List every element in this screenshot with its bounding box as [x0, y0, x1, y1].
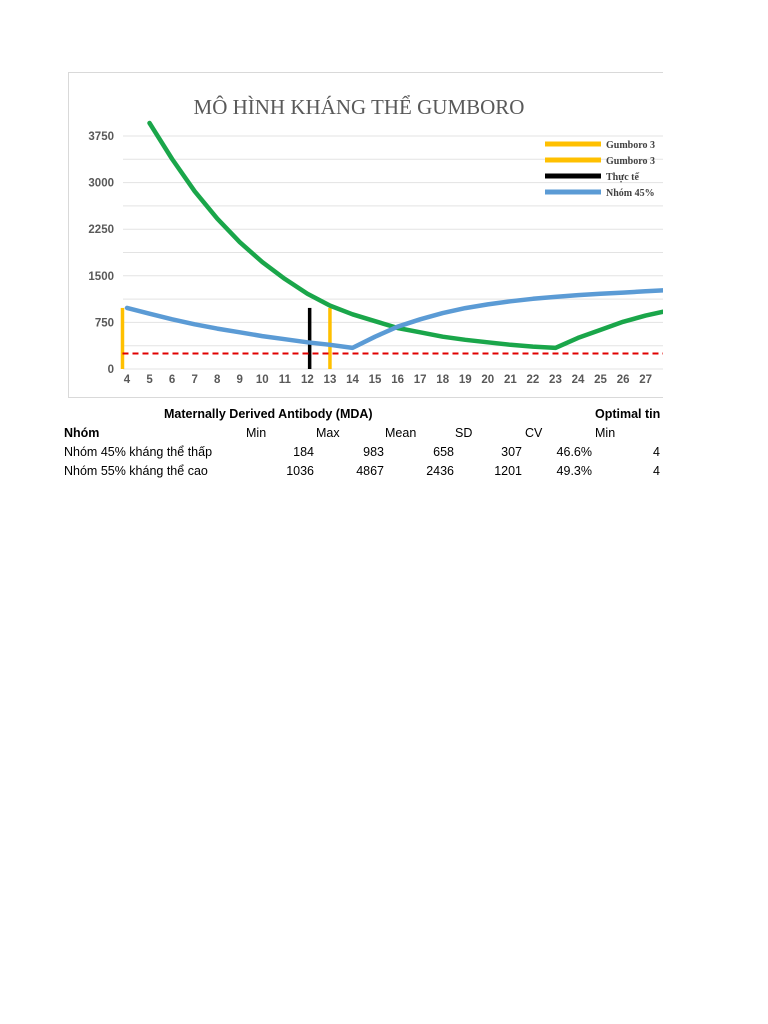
row2-group: Nhóm 55% kháng thể cao: [64, 464, 208, 478]
y-tick-label: 2250: [88, 224, 114, 236]
legend-label: Gumboro 3: [606, 140, 655, 151]
y-tick-label: 0: [108, 364, 114, 376]
x-tick-label: 27: [639, 374, 652, 386]
header-group: Nhóm: [64, 426, 100, 440]
header-min: Min: [246, 426, 267, 440]
x-tick-label: 12: [301, 374, 314, 386]
row2-max: 4867: [356, 464, 384, 478]
row1-min: 184: [293, 445, 314, 459]
table-title-optimal: Optimal tin: [595, 407, 661, 421]
x-tick-label: 16: [391, 374, 404, 386]
x-tick-label: 23: [549, 374, 562, 386]
y-tick-label: 3750: [88, 131, 114, 143]
x-tick-label: 22: [527, 374, 540, 386]
row2-cv: 49.3%: [556, 464, 592, 478]
x-tick-label: 24: [572, 374, 585, 386]
legend-label: Nhóm 45%: [606, 188, 655, 199]
row1-sd: 307: [501, 445, 522, 459]
header-cv: CV: [525, 426, 543, 440]
legend-label: Thực tế: [606, 172, 640, 183]
row2-sd: 1201: [494, 464, 522, 478]
x-tick-label: 8: [214, 374, 221, 386]
x-tick-label: 9: [237, 374, 243, 386]
x-tick-label: 4: [124, 374, 131, 386]
x-tick-label: 21: [504, 374, 517, 386]
x-tick-label: 18: [436, 374, 449, 386]
header-mean: Mean: [385, 426, 417, 440]
row1-max: 983: [363, 445, 384, 459]
series-line-nhom-45: [124, 288, 665, 351]
x-tick-label: 10: [256, 374, 269, 386]
row2-min: 1036: [286, 464, 314, 478]
row1-mean: 658: [433, 445, 454, 459]
chart-legend: Gumboro 3 Gumboro 3 Thực tế Nhóm 45%: [545, 140, 655, 199]
page-clip: [663, 0, 768, 1024]
row1-optimal: 4: [653, 445, 660, 459]
x-tick-label: 17: [414, 374, 427, 386]
x-tick-label: 25: [594, 374, 607, 386]
table-title: Maternally Derived Antibody (MDA): [164, 407, 373, 421]
header-max: Max: [316, 426, 340, 440]
x-tick-label: 6: [169, 374, 175, 386]
x-tick-label: 11: [279, 374, 292, 386]
row1-cv: 46.6%: [556, 445, 592, 459]
gumboro-chart: 0 750 1500 2250 3000 3750 4 5 6 7 8 9 10 11 12 13 14 15 16…: [88, 95, 665, 386]
x-tick-label: 19: [459, 374, 472, 386]
y-tick-label: 3000: [88, 178, 114, 190]
header-min-optimal: Min: [595, 426, 616, 440]
series-line-nhom-55: [147, 120, 665, 351]
legend-label: Gumboro 3: [606, 156, 655, 167]
chart-title: MÔ HÌNH KHÁNG THỂ GUMBORO: [194, 95, 525, 119]
row2-optimal: 4: [653, 464, 660, 478]
x-tick-label: 14: [346, 374, 359, 386]
x-tick-label: 15: [369, 374, 382, 386]
x-tick-label: 26: [617, 374, 630, 386]
chart-area: 0 750 1500 2250 3000 3750 4 5 6 7 8 9 10 11 12 13 14 15 16…: [68, 72, 665, 398]
y-tick-label: 750: [95, 317, 114, 329]
x-tick-label: 13: [324, 374, 337, 386]
row2-mean: 2436: [426, 464, 454, 478]
x-tick-label: 20: [481, 374, 494, 386]
row1-group: Nhóm 45% kháng thể thấp: [64, 445, 213, 459]
header-sd: SD: [455, 426, 473, 440]
x-tick-label: 7: [191, 374, 197, 386]
y-tick-label: 1500: [88, 271, 114, 283]
x-tick-label: 5: [146, 374, 153, 386]
